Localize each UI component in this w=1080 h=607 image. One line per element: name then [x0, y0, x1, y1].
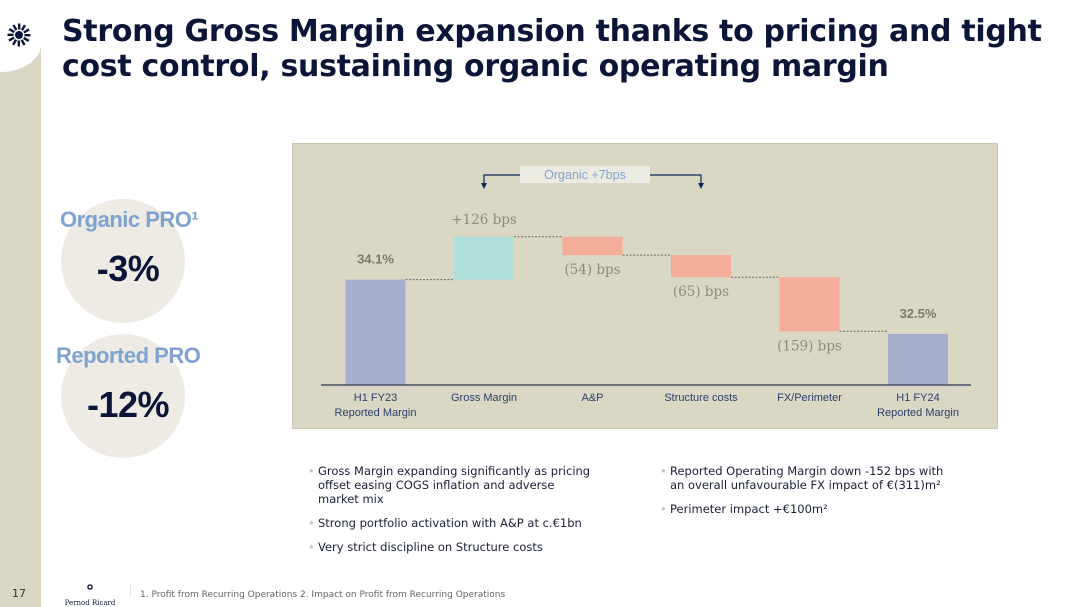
category-label: FX/Perimeter — [777, 392, 842, 404]
category-label: Reported Margin — [335, 407, 417, 419]
arrow-down-icon — [698, 183, 704, 189]
category-label: H1 FY23 — [354, 392, 397, 404]
data-label: (54) bps — [564, 262, 620, 278]
kpi-circle-reported — [61, 334, 185, 458]
category-label: H1 FY24 — [896, 392, 939, 404]
bullet-item: • Reported Operating Margin down -152 bps… — [660, 464, 960, 492]
waterfall-bar — [454, 236, 514, 280]
data-label: (159) bps — [777, 338, 842, 354]
category-label: Structure costs — [664, 392, 738, 404]
category-label: Reported Margin — [877, 407, 959, 419]
bullet-text: Perimeter impact +€100m² — [670, 502, 828, 516]
data-label: (65) bps — [673, 284, 729, 300]
bullet-dot-icon: • — [308, 540, 315, 554]
waterfall-chart-panel — [292, 143, 998, 429]
waterfall-bar — [888, 334, 948, 385]
bullet-item: • Very strict discipline on Structure cos… — [308, 540, 598, 554]
bullet-dot-icon: • — [660, 464, 667, 478]
data-label: 32.5% — [900, 306, 937, 321]
pernod-ricard-logo-icon — [7, 23, 31, 47]
annotation-label: Organic +7bps — [544, 168, 626, 182]
annotation-box — [520, 166, 650, 183]
bullet-text: Very strict discipline on Structure cost… — [318, 540, 543, 554]
waterfall-bar — [345, 279, 406, 385]
bullets-left: • Gross Margin expanding significantly as… — [308, 464, 598, 564]
bullet-text: Gross Margin expanding significantly as … — [318, 464, 591, 506]
slide-title: Strong Gross Margin expansion thanks to … — [62, 14, 1042, 84]
footnote: 1. Profit from Recurring Operations 2. I… — [140, 590, 506, 600]
kpi-label-reported-pro: Reported PRO — [56, 343, 201, 368]
bullet-dot-icon: • — [660, 502, 667, 516]
bullet-dot-icon: • — [308, 464, 315, 478]
bullet-item: • Strong portfolio activation with A&P at… — [308, 516, 598, 530]
waterfall-bar — [779, 277, 840, 332]
page-number: 17 — [12, 587, 26, 600]
category-label: A&P — [581, 392, 603, 404]
bullet-text: Strong portfolio activation with A&P at … — [318, 516, 582, 530]
pernod-ricard-logo-icon — [87, 584, 93, 590]
kpi-circle-organic — [61, 199, 185, 323]
bullet-item: • Perimeter impact +€100m² — [660, 502, 960, 516]
footer-logo: Pernod Ricard — [60, 580, 120, 607]
annotation-bracket-left — [483, 174, 520, 185]
footer-divider — [130, 583, 131, 597]
kpi-value-reported-pro: -12% — [86, 384, 170, 425]
bullet-text: Reported Operating Margin down -152 bps … — [670, 464, 944, 492]
footer-brand-name: Pernod Ricard — [64, 599, 116, 607]
waterfall-bar — [671, 255, 731, 278]
bullets-right: • Reported Operating Margin down -152 bps… — [660, 464, 960, 526]
category-label: Gross Margin — [451, 392, 517, 404]
data-label: +126 bps — [451, 212, 517, 228]
bullet-item: • Gross Margin expanding significantly as… — [308, 464, 598, 506]
annotation-bracket-right — [650, 174, 702, 185]
kpi-value-organic-pro: -3% — [96, 248, 160, 289]
left-decorative-strip — [0, 0, 41, 607]
arrow-down-icon — [481, 183, 487, 189]
kpi-label-organic-pro: Organic PRO¹ — [60, 207, 199, 232]
bullet-dot-icon: • — [308, 516, 315, 530]
waterfall-bar — [562, 236, 623, 256]
data-label: 34.1% — [357, 252, 394, 267]
